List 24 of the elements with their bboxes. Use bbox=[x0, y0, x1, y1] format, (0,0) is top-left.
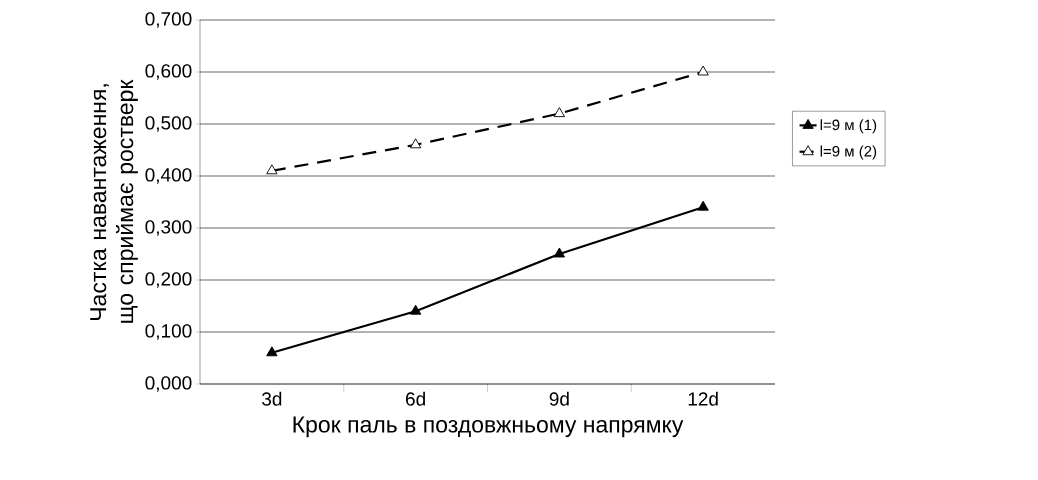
point bbox=[697, 200, 709, 211]
x-tick-label: 9d bbox=[549, 391, 569, 406]
x-axis-title: Крок паль в поздовжньому напрямку bbox=[293, 416, 684, 438]
x-tick-label: 6d bbox=[406, 391, 425, 406]
x-tick-label: 3d bbox=[262, 391, 282, 406]
y-tick-label: 0,700 bbox=[145, 12, 192, 28]
y-tick-label: 0,500 bbox=[145, 116, 192, 132]
point bbox=[697, 65, 709, 76]
y-axis-title: Частка навантаження, що сприймає ростверк bbox=[90, 79, 138, 323]
point bbox=[553, 107, 566, 118]
y-tick-label: 0,000 bbox=[145, 376, 192, 392]
y-tick-label: 0,100 bbox=[145, 324, 192, 340]
y-tick-label: 0,300 bbox=[145, 220, 192, 236]
y-tick-label: 0,600 bbox=[145, 64, 192, 80]
legend-label: l=9 м (1) bbox=[820, 119, 877, 134]
x-tick-label: 12d bbox=[688, 391, 718, 406]
point bbox=[409, 304, 422, 315]
y-tick-label: 0,200 bbox=[145, 272, 192, 288]
y-tick-label: 0,400 bbox=[145, 168, 192, 184]
point bbox=[409, 138, 422, 149]
legend-label: l=9 м (2) bbox=[820, 145, 877, 160]
point bbox=[266, 346, 278, 357]
point bbox=[553, 247, 566, 258]
point bbox=[266, 164, 278, 175]
